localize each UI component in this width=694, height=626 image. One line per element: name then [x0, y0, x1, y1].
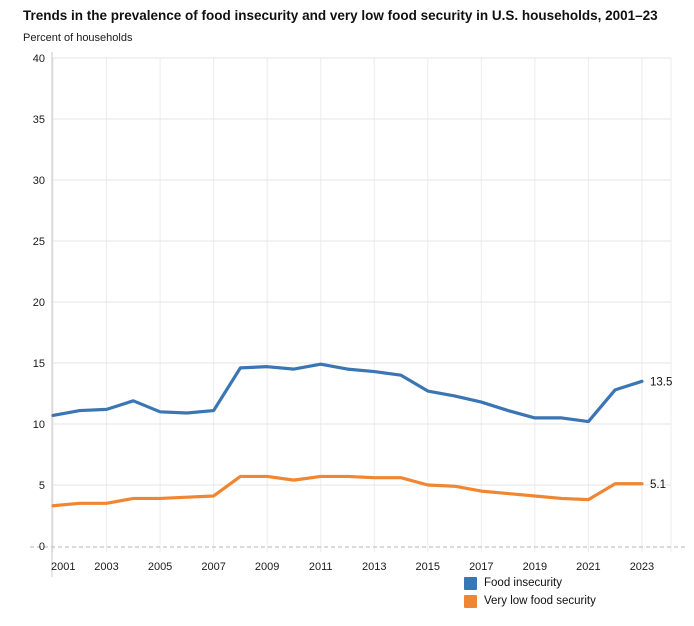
chart-title: Trends in the prevalence of food insecur…: [23, 8, 658, 23]
y-tick-labels: 0 5 10 15 20 25 30 35 40: [33, 53, 45, 553]
x-tick-label: 2005: [148, 561, 172, 573]
x-tick-label: 2007: [201, 561, 225, 573]
x-tick-label: 2011: [309, 561, 333, 573]
y-tick-label: 35: [33, 114, 45, 126]
x-gridlines: [52, 58, 672, 552]
legend: Food insecurity Very low food security: [464, 577, 596, 608]
series-line-very-low-food-security: [51, 474, 644, 508]
y-gridlines: [52, 57, 671, 486]
y-tick-label: 5: [39, 480, 45, 492]
food-insecurity-swatch-icon: [464, 577, 477, 590]
x-tick-label: 2023: [630, 561, 654, 573]
x-tick-label: 2001: [51, 561, 75, 573]
x-tick-label: 2017: [469, 561, 493, 573]
x-tick-label: 2015: [416, 561, 440, 573]
end-value-label-food-insecurity: 13.5: [650, 376, 672, 388]
very-low-food-security-swatch-icon: [464, 595, 477, 608]
y-tick-label: 10: [33, 419, 45, 431]
x-tick-label: 2003: [94, 561, 118, 573]
y-tick-label: 25: [33, 236, 45, 248]
legend-item-food-insecurity: Food insecurity: [464, 577, 596, 590]
x-tick-labels: 2001 2003 2005 2007 2009 2011 2013 2015 2017 2019…: [51, 561, 654, 573]
legend-label: Food insecurity: [484, 577, 562, 589]
x-tick-label: 2019: [523, 561, 547, 573]
y-tick-label: 20: [33, 297, 45, 309]
x-tick-label: 2013: [362, 561, 386, 573]
legend-label: Very low food security: [484, 595, 596, 607]
x-tick-label: 2009: [255, 561, 279, 573]
x-tick-label: 2021: [576, 561, 600, 573]
end-value-label-very-low-food-security: 5.1: [650, 479, 666, 491]
y-tick-label: 30: [33, 175, 45, 187]
series-line-food-insecurity: [51, 362, 644, 424]
y-axis-unit-label: Percent of households: [23, 32, 133, 44]
y-tick-label: 0: [39, 541, 45, 553]
y-tick-label: 40: [33, 53, 45, 65]
y-tick-label: 15: [33, 358, 45, 370]
legend-item-very-low-food-security: Very low food security: [464, 595, 596, 608]
